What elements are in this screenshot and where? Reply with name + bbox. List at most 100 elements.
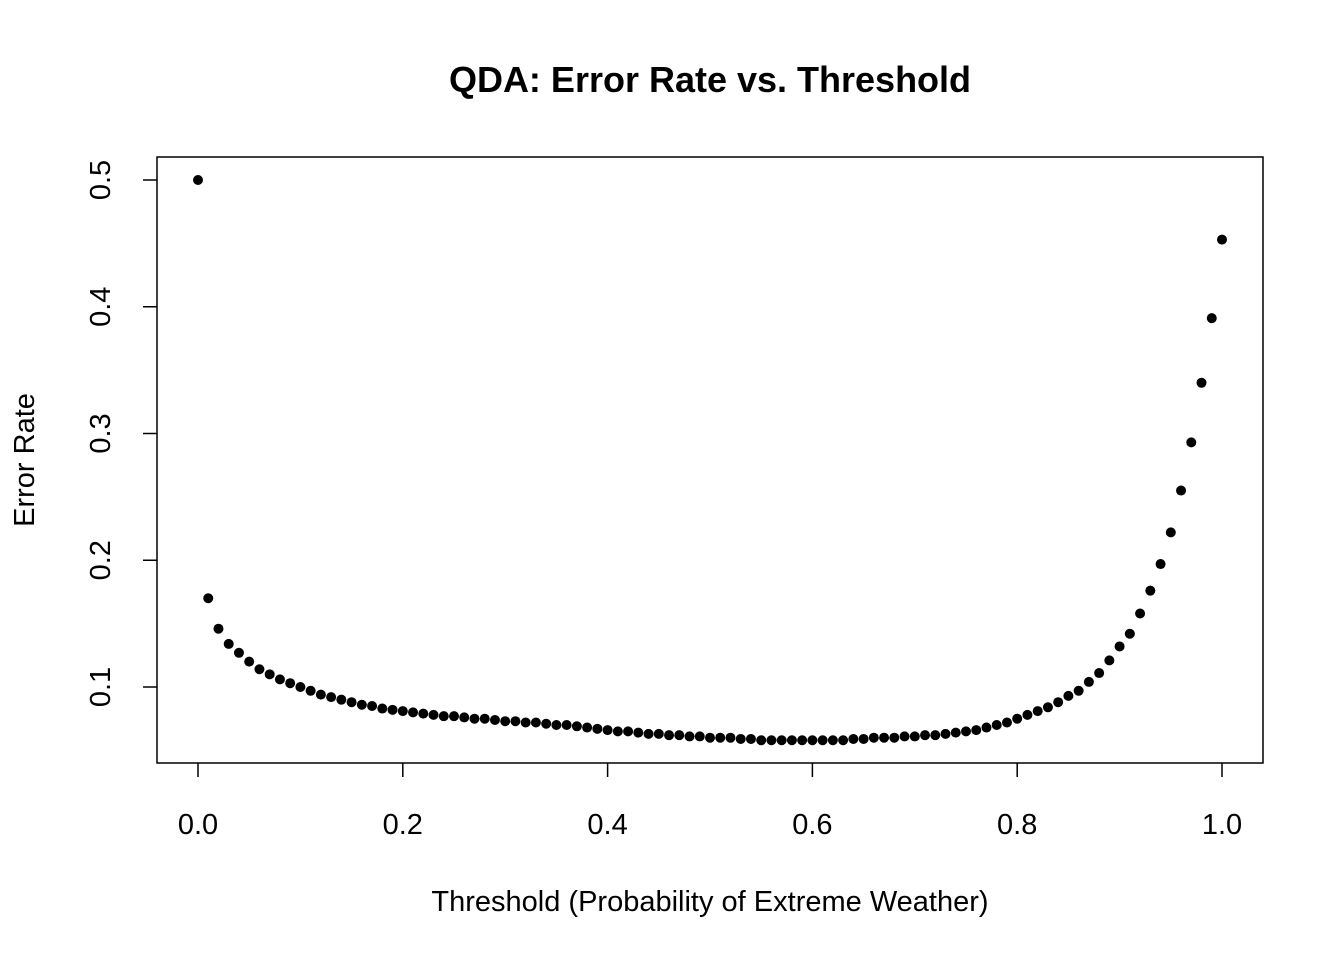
data-point: [1124, 628, 1135, 639]
data-point: [1206, 313, 1217, 324]
data-point: [1186, 437, 1197, 448]
data-point: [193, 175, 203, 185]
data-point: [858, 733, 869, 744]
data-point: [418, 708, 429, 719]
data-point: [868, 732, 879, 743]
data-point: [500, 716, 511, 727]
data-point: [1165, 527, 1176, 538]
data-point: [1042, 702, 1053, 713]
data-point: [1155, 559, 1166, 570]
data-point: [285, 678, 296, 689]
data-point: [930, 730, 941, 741]
data-point: [274, 674, 285, 685]
data-point: [643, 728, 654, 739]
data-point: [213, 623, 224, 634]
data-point: [1104, 655, 1115, 666]
data-point: [735, 733, 746, 744]
x-axis: 0.0 0.2 0.4 0.6 0.8 1.0: [178, 763, 1242, 841]
data-point: [1083, 676, 1094, 687]
data-point: [909, 731, 920, 742]
data-point: [438, 711, 449, 722]
data-point: [520, 717, 531, 728]
data-point: [991, 720, 1002, 731]
data-point: [950, 727, 961, 738]
data-point: [612, 726, 623, 737]
plot-frame: [156, 156, 1264, 764]
data-point: [786, 735, 797, 746]
data-point: [561, 720, 572, 731]
data-point: [571, 721, 582, 732]
data-point: [776, 735, 787, 746]
y-tick-label: 0.3: [85, 413, 117, 453]
data-point: [592, 723, 603, 734]
data-point: [1196, 377, 1207, 388]
data-point: [1073, 685, 1084, 696]
x-tick-label: 1.0: [1202, 809, 1242, 841]
data-point: [623, 726, 634, 737]
data-point: [838, 735, 849, 746]
y-tick-label: 0.1: [85, 667, 117, 707]
data-point: [254, 664, 265, 675]
data-point: [336, 694, 347, 705]
data-point: [367, 701, 378, 712]
data-point: [408, 707, 419, 718]
data-point: [1145, 585, 1156, 596]
data-point: [1135, 608, 1146, 619]
data-point: [889, 732, 900, 743]
y-tick-label: 0.5: [85, 160, 117, 200]
data-point: [807, 735, 818, 746]
data-point: [305, 685, 316, 696]
data-point: [1032, 706, 1043, 717]
y-axis: 0.1 0.2 0.3 0.4 0.5: [85, 160, 157, 707]
data-point: [264, 669, 275, 680]
x-tick-label: 0.8: [997, 809, 1037, 841]
data-point: [940, 728, 951, 739]
data-point: [459, 712, 470, 723]
data-point: [397, 706, 408, 717]
data-point: [756, 735, 767, 746]
data-point: [705, 732, 715, 743]
data-point: [827, 735, 838, 746]
data-point: [295, 682, 306, 692]
data-point: [920, 730, 931, 741]
data-point: [469, 713, 480, 724]
data-point: [664, 730, 675, 741]
data-point: [346, 697, 357, 708]
data-point: [602, 725, 613, 736]
x-tick-label: 0.6: [792, 809, 832, 841]
data-point: [203, 593, 214, 604]
data-point: [766, 735, 777, 746]
data-point: [1053, 697, 1064, 708]
data-point: [715, 732, 726, 743]
data-point: [233, 647, 244, 658]
x-tick-label: 0.0: [178, 809, 218, 841]
y-tick-label: 0.4: [85, 287, 117, 327]
data-point: [745, 733, 756, 744]
data-point: [848, 733, 859, 744]
y-axis-label: Error Rate: [9, 393, 41, 527]
data-point: [725, 732, 736, 743]
data-point: [541, 718, 552, 729]
x-axis-label: Threshold (Probability of Extreme Weathe…: [431, 886, 988, 918]
data-point: [244, 656, 255, 667]
x-tick-label: 0.4: [587, 809, 627, 841]
data-point: [582, 722, 593, 733]
data-point: [510, 716, 521, 727]
data-point: [1012, 713, 1023, 724]
data-point: [1217, 234, 1227, 245]
data-point: [981, 722, 992, 733]
data-point: [1063, 690, 1074, 701]
data-point: [449, 711, 459, 722]
data-point: [315, 689, 326, 700]
data-point: [879, 732, 890, 743]
data-point: [899, 731, 910, 742]
data-point: [377, 703, 388, 714]
data-point: [356, 699, 367, 710]
data-point: [223, 638, 234, 649]
data-point: [326, 692, 337, 703]
data-point: [961, 726, 971, 737]
data-point: [1094, 668, 1105, 679]
data-point: [797, 735, 808, 746]
data-point: [428, 709, 439, 720]
